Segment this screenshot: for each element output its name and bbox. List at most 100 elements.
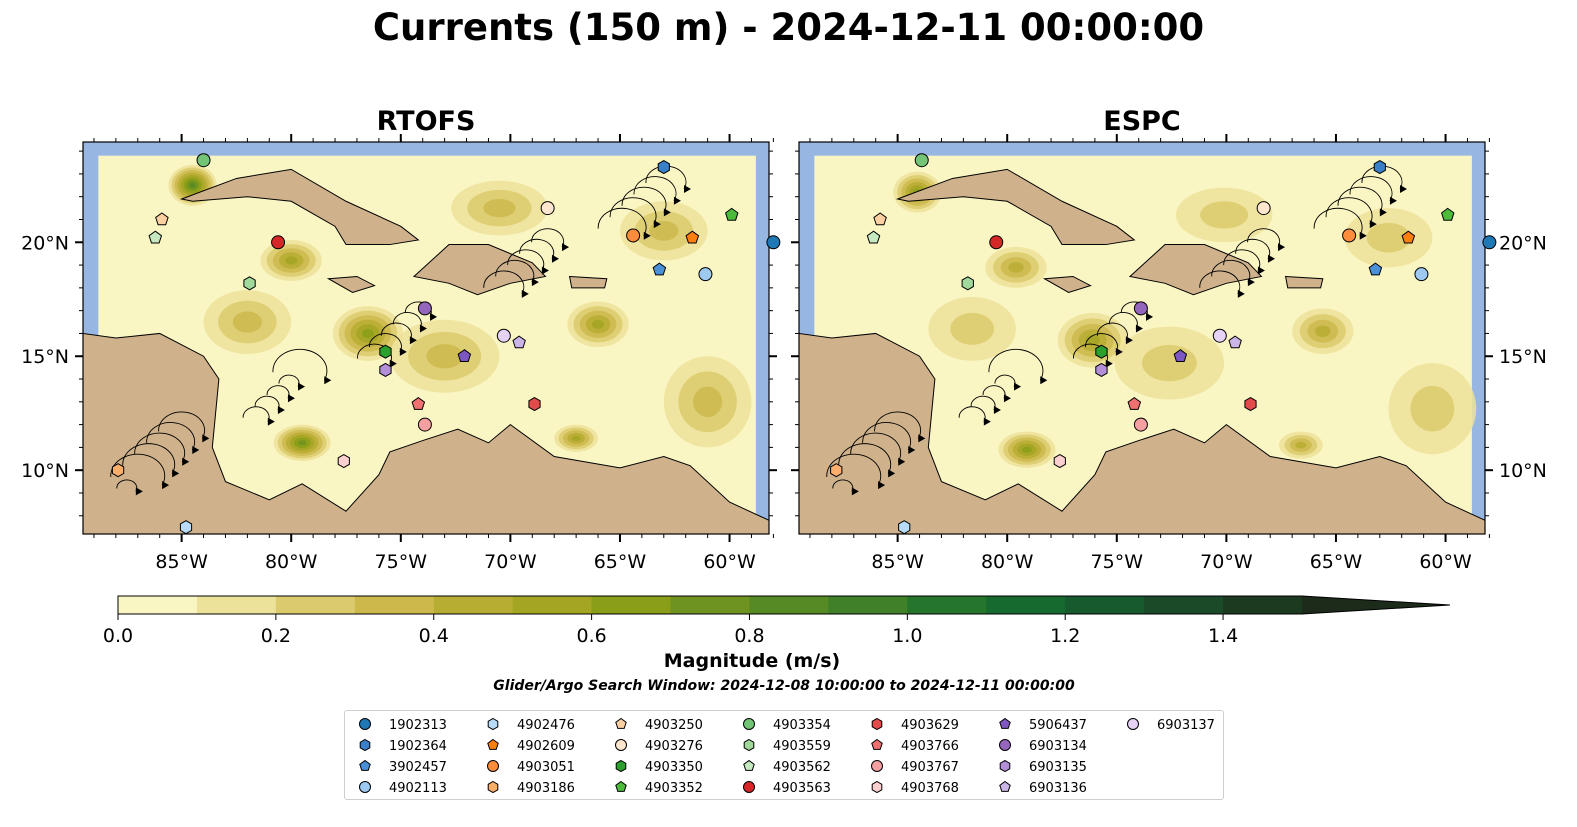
legend-marker-4903350 <box>615 759 627 773</box>
float-marker-4902476 <box>898 520 911 535</box>
float-marker-4903354 <box>196 153 211 168</box>
streamline <box>531 228 565 248</box>
land-mass <box>326 275 376 293</box>
y-tick-label: 15°N <box>21 346 69 368</box>
current-speed-contour <box>1022 446 1032 453</box>
streamline <box>1085 333 1118 353</box>
legend-label: 4902113 <box>389 781 447 796</box>
streamline-arrow <box>1389 196 1397 205</box>
float-marker-4903250 <box>873 212 887 226</box>
streamline-arrow <box>653 220 661 229</box>
streamline <box>357 343 392 364</box>
streamline-arrow <box>918 434 926 443</box>
legend-label: 1902364 <box>389 739 447 754</box>
colorbar-segment <box>118 596 198 614</box>
legend-marker-6903134 <box>999 739 1011 751</box>
streamline-arrow <box>1369 220 1377 229</box>
colorbar-segment <box>512 596 593 614</box>
streamline <box>122 443 176 474</box>
float-marker-4903766 <box>411 396 426 410</box>
current-speed-contour <box>298 440 307 446</box>
streamline-arrow <box>663 208 671 217</box>
streamline-arrow <box>683 185 691 194</box>
streamline <box>958 406 986 422</box>
legend-marker-5906437 <box>999 717 1011 729</box>
legend-marker-4903352 <box>615 780 627 792</box>
streamline <box>369 333 402 353</box>
x-tick-label: 70°W <box>1200 551 1253 573</box>
streamline-arrow <box>277 405 285 414</box>
streamline-arrow <box>1146 312 1154 321</box>
colorbar-tick-label: 0.2 <box>261 625 291 647</box>
streamline-arrow <box>1399 185 1407 194</box>
legend-marker-4903354 <box>743 718 755 730</box>
current-speed-contour <box>693 386 723 418</box>
streamline-arrow <box>1267 254 1275 263</box>
legend-label: 5906437 <box>1029 718 1087 733</box>
streamline-arrow <box>324 376 332 385</box>
streamline <box>404 301 432 318</box>
current-speed-contour <box>1315 325 1331 337</box>
x-tick-label: 60°W <box>1419 551 1472 573</box>
legend-marker-4903563 <box>743 781 755 793</box>
streamline <box>970 395 996 411</box>
float-marker-4903276 <box>540 201 555 216</box>
streamline <box>254 395 280 411</box>
streamline-arrow <box>1014 382 1022 391</box>
land-mass <box>1128 244 1263 296</box>
land-mass <box>568 275 608 289</box>
streamline-arrow <box>430 312 438 321</box>
legend-marker-4903562 <box>743 759 755 771</box>
search-window-note: Glider/Argo Search Window: 2024-12-08 10… <box>493 678 1075 694</box>
streamline <box>483 270 525 295</box>
float-marker-4903186 <box>830 463 843 478</box>
colorbar-segment <box>354 596 435 614</box>
legend: 1902313 1902364 3902457 4902113 4902476 49026… <box>344 710 1224 800</box>
streamline-arrow <box>878 481 886 490</box>
streamline <box>1349 176 1393 201</box>
streamline-arrow <box>643 231 651 240</box>
float-marker-4903250 <box>155 212 169 226</box>
current-speed-contour <box>649 221 679 241</box>
streamline-arrow <box>399 347 407 356</box>
legend-marker-3902457 <box>359 759 371 771</box>
legend-label: 6903134 <box>1029 739 1087 754</box>
land-mass <box>798 142 1486 535</box>
panel-title-espc: ESPC <box>1103 106 1181 137</box>
streamline-arrow <box>162 481 170 490</box>
streamline <box>519 238 555 260</box>
colorbar-segment <box>749 596 829 614</box>
streamline-arrow <box>135 487 143 496</box>
streamline-arrow <box>983 417 991 426</box>
colorbar-segment <box>1065 596 1145 614</box>
float-marker-1902364 <box>1373 160 1386 175</box>
streamline-arrow <box>531 278 539 287</box>
streamline-arrow <box>1257 266 1265 275</box>
streamline <box>392 312 422 329</box>
current-speed-contour <box>950 312 995 345</box>
legend-label: 4903562 <box>773 760 831 775</box>
panel-title-rtofs: RTOFS <box>376 106 476 137</box>
float-marker-6903137 <box>1212 328 1227 343</box>
streamline-arrow <box>419 324 427 333</box>
streamline <box>1120 301 1148 318</box>
legend-label: 4903186 <box>517 781 575 796</box>
float-marker-4903559 <box>243 276 256 291</box>
float-marker-4903276 <box>1256 201 1271 216</box>
colorbar-segment <box>986 596 1066 614</box>
float-marker-4903563 <box>989 235 1004 250</box>
float-marker-4903186 <box>111 463 125 478</box>
colorbar-label: Magnitude (m/s) <box>663 650 841 672</box>
x-tick-label: 80°W <box>265 551 318 573</box>
colorbar-segment <box>828 596 908 614</box>
streamline <box>266 385 290 399</box>
streamline <box>1199 270 1241 295</box>
legend-marker-4903768 <box>871 780 883 794</box>
float-marker-4903767 <box>1133 417 1148 432</box>
streamline-arrow <box>182 457 190 466</box>
current-speed-contour <box>1295 441 1307 449</box>
streamline <box>982 385 1006 399</box>
float-marker-6903136 <box>1228 335 1242 349</box>
x-tick-label: 85°W <box>871 551 924 573</box>
float-marker-6903134 <box>417 301 432 316</box>
